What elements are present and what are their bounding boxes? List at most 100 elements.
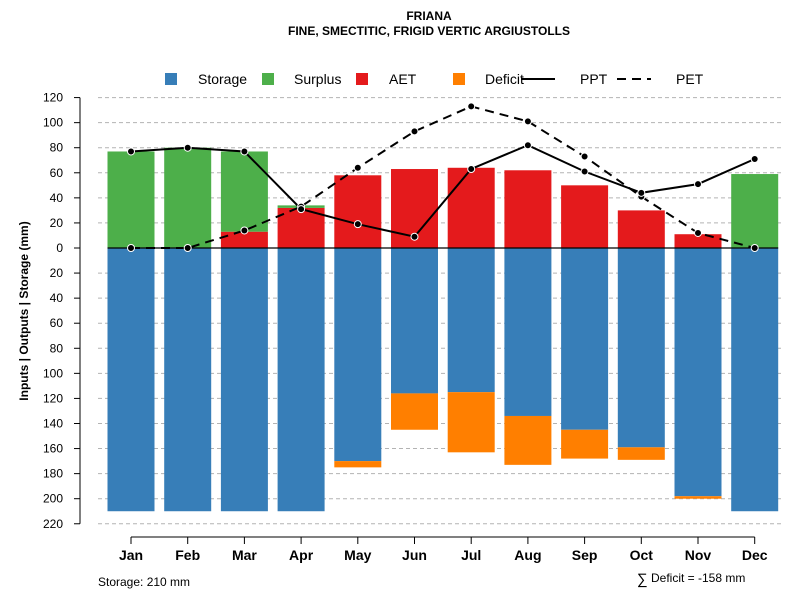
grid (98, 97, 782, 525)
x-tick-label: Feb (175, 547, 200, 563)
x-tick-label: Nov (685, 547, 712, 563)
legend-item-surplus: Surplus (262, 71, 341, 87)
legend-swatch (356, 73, 368, 85)
x-tick-label: May (344, 547, 371, 563)
x-tick-label: Jan (119, 547, 143, 563)
pet-point (694, 228, 702, 237)
y-tick-label: 160 (43, 442, 63, 456)
y-tick-label: 100 (43, 116, 63, 130)
y-tick-label: 80 (50, 141, 64, 155)
storage-bar (504, 248, 552, 416)
legend-label: AET (389, 71, 417, 87)
pet-point (410, 127, 419, 136)
y-axis-label: Inputs | Outputs | Storage (mm) (17, 221, 31, 400)
legend-item-aet: AET (356, 71, 417, 87)
aet-bar (447, 167, 495, 248)
x-tick-label: Mar (232, 547, 257, 563)
points (127, 102, 759, 252)
ppt-point (240, 147, 249, 156)
storage-bar (391, 248, 438, 394)
storage-bar (674, 248, 722, 497)
ppt-point (580, 167, 589, 176)
surplus-bar (220, 151, 268, 232)
storage-bar (334, 248, 382, 462)
deficit-bar (561, 429, 609, 459)
y-tick-label: 200 (43, 492, 63, 506)
pet-point (523, 117, 532, 126)
deficit-note: Deficit = -158 mm (651, 571, 745, 585)
aet-bar (617, 210, 665, 248)
pet-line (131, 105, 755, 249)
pet-point (750, 244, 759, 252)
deficit-bar (447, 392, 495, 453)
ppt-point (410, 232, 419, 241)
footer: Storage: 210 mm ∑ Deficit = -158 mm (98, 571, 745, 589)
surplus-bar (731, 174, 779, 248)
y-tick-label: 0 (56, 241, 63, 255)
y-tick-label: 100 (43, 366, 63, 380)
x-tick-label: Oct (630, 547, 654, 563)
storage-bar (220, 248, 268, 512)
pet-point (467, 102, 476, 111)
legend-label: Storage (198, 71, 247, 87)
y-tick-label: 20 (50, 216, 64, 230)
storage-bar (731, 248, 779, 512)
deficit-sum-symbol: ∑ (637, 571, 648, 588)
y-tick-label: 20 (50, 266, 64, 280)
bars (107, 147, 779, 512)
y-tick-label: 60 (50, 166, 64, 180)
deficit-bar (504, 415, 552, 465)
ppt-point (750, 155, 759, 164)
deficit-bar (674, 496, 722, 499)
chart-subtitle: FINE, SMECTITIC, FRIGID VERTIC ARGIUSTOL… (288, 24, 570, 38)
ppt-point (694, 180, 702, 189)
ppt-point (637, 188, 646, 197)
ppt-point (467, 165, 476, 174)
legend: Storage Surplus AET Deficit PPT PET (165, 71, 704, 87)
y-tick-label: 40 (50, 191, 64, 205)
y-tick-label: 80 (50, 341, 64, 355)
legend-swatch (262, 73, 274, 85)
axes: 1201008060402002040608010012014016018020… (43, 91, 768, 563)
ppt-point (353, 220, 362, 229)
y-tick-label: 180 (43, 467, 63, 481)
title-group: FRIANA FINE, SMECTITIC, FRIGID VERTIC AR… (288, 9, 570, 38)
storage-bar (107, 248, 155, 512)
aet-bar (220, 231, 268, 248)
x-tick-label: Sep (572, 547, 598, 563)
ppt-point (127, 147, 135, 156)
pet-point (353, 163, 362, 172)
aet-bar (561, 185, 609, 248)
ppt-point (183, 143, 192, 152)
storage-bar (561, 248, 609, 430)
deficit-bar (617, 447, 665, 460)
pet-point (183, 244, 192, 252)
storage-note: Storage: 210 mm (98, 575, 190, 589)
ppt-point (297, 205, 306, 214)
storage-bar (277, 248, 325, 512)
legend-label: Surplus (294, 71, 341, 87)
legend-swatch (453, 73, 465, 85)
x-tick-label: Jul (461, 547, 481, 563)
x-tick-label: Jun (402, 547, 427, 563)
legend-item-deficit: Deficit (453, 71, 524, 87)
aet-bar (504, 170, 552, 248)
ppt-line (130, 144, 756, 238)
legend-item-storage: Storage (165, 71, 247, 87)
chart-title: FRIANA (406, 9, 452, 23)
surplus-bar (164, 147, 212, 248)
y-tick-label: 120 (43, 391, 63, 405)
storage-bar (447, 248, 495, 393)
y-tick-label: 40 (50, 291, 64, 305)
aet-bar (674, 234, 722, 248)
x-tick-label: Apr (289, 547, 314, 563)
x-tick-label: Dec (742, 547, 768, 563)
y-tick-label: 60 (50, 316, 64, 330)
storage-bar (617, 248, 665, 448)
pet-point (580, 152, 589, 161)
y-tick-label: 220 (43, 517, 63, 531)
legend-item-pet: PET (617, 71, 704, 87)
deficit-bar (391, 393, 438, 430)
pet-point (240, 226, 249, 235)
